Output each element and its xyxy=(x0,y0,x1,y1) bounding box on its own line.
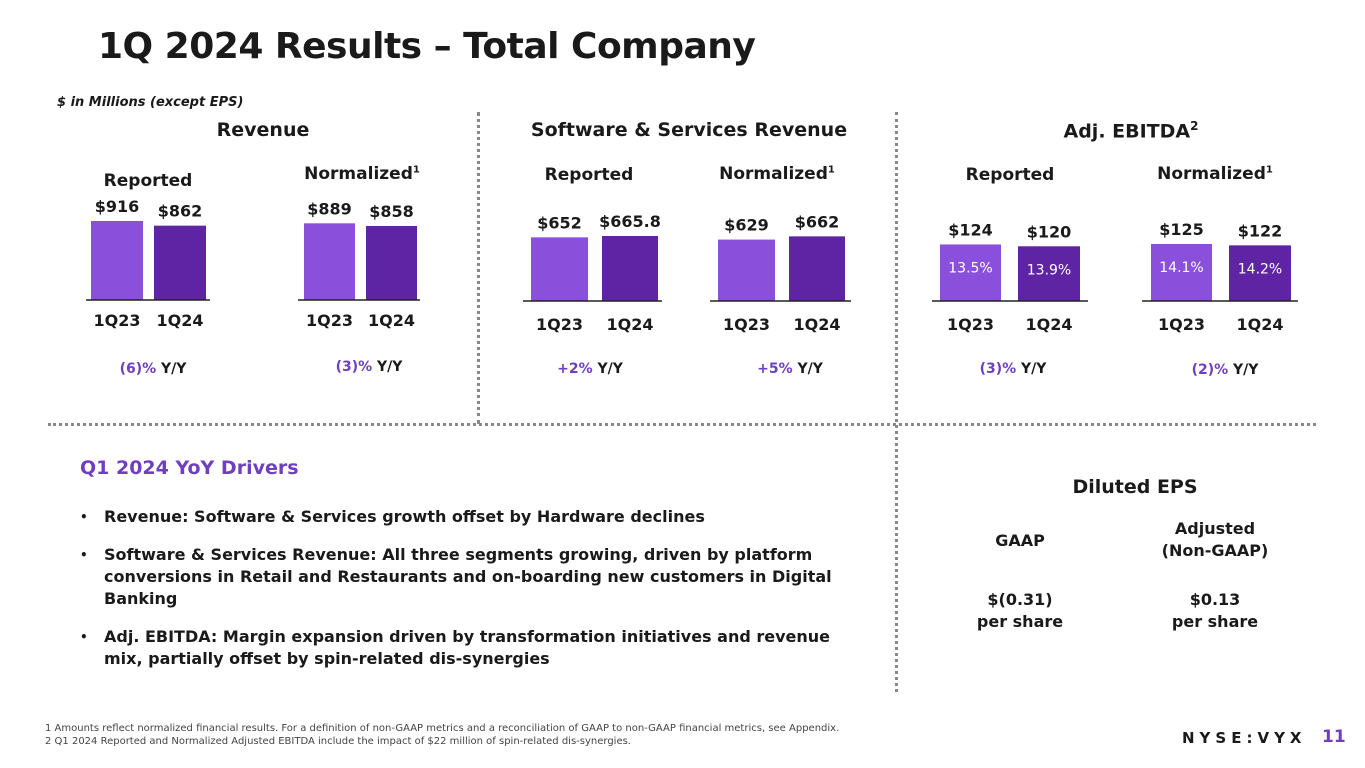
bar-1q24 xyxy=(1018,246,1080,301)
yoy-label: +2% Y/Y xyxy=(557,361,624,377)
category-label: 1Q23 xyxy=(723,315,770,334)
footnote-2: 2 Q1 2024 Reported and Normalized Adjust… xyxy=(45,736,631,747)
value-label: $916 xyxy=(95,197,140,216)
footnotes: 1 Amounts reflect normalized financial r… xyxy=(45,722,839,748)
driver-bullet-revenue: Revenue: Software & Services growth offs… xyxy=(80,506,850,528)
nyse-vyx-logo: NYSE:VYX xyxy=(1182,729,1307,747)
driver-bullet-sns: Software & Services Revenue: All three s… xyxy=(80,544,850,610)
divider-vertical-2 xyxy=(895,112,898,692)
revenue-section-title: Revenue xyxy=(216,119,310,141)
yoy-label: (3)% Y/Y xyxy=(336,359,404,375)
category-label: 1Q24 xyxy=(607,315,654,334)
margin-label: 13.9% xyxy=(1027,262,1071,278)
value-label: $124 xyxy=(948,220,993,239)
value-label: $862 xyxy=(158,202,203,221)
revenue-reported-label: Reported xyxy=(103,171,193,191)
margin-label: 14.1% xyxy=(1159,260,1203,276)
category-label: 1Q23 xyxy=(306,311,353,330)
sns-reported-label: Reported xyxy=(544,165,634,185)
bar-1q23 xyxy=(718,239,775,301)
sns-section-title: Software & Services Revenue xyxy=(530,119,848,141)
units-note: $ in Millions (except EPS) xyxy=(57,95,244,110)
category-label: 1Q24 xyxy=(1237,315,1284,334)
revenue-normalized-label: Normalized1 xyxy=(304,164,420,184)
category-label: 1Q23 xyxy=(947,315,994,334)
sns-normalized-label: Normalized1 xyxy=(719,164,835,184)
category-label: 1Q24 xyxy=(157,311,204,330)
divider-vertical-1 xyxy=(477,112,480,424)
value-label: $120 xyxy=(1027,222,1072,241)
drivers-title: Q1 2024 YoY Drivers xyxy=(80,457,299,479)
value-label: $889 xyxy=(307,199,352,218)
margin-label: 14.2% xyxy=(1238,261,1282,277)
value-label: $125 xyxy=(1159,220,1204,239)
ebitda-reported-label: Reported xyxy=(965,165,1055,185)
value-label: $122 xyxy=(1238,221,1283,240)
yoy-label: (3)% Y/Y xyxy=(980,361,1048,377)
eps-adjusted-label: Adjusted (Non-GAAP) xyxy=(1161,519,1269,560)
category-label: 1Q23 xyxy=(94,311,141,330)
category-label: 1Q23 xyxy=(536,315,583,334)
bar-1q23 xyxy=(940,244,1001,301)
driver-bullet-ebitda: Adj. EBITDA: Margin expansion driven by … xyxy=(80,626,850,670)
value-label: $665.8 xyxy=(599,212,661,231)
yoy-label: (6)% Y/Y xyxy=(120,361,188,377)
value-label: $662 xyxy=(795,212,840,231)
value-label: $652 xyxy=(537,213,582,232)
eps-title: Diluted EPS xyxy=(1072,476,1198,498)
bar-1q24 xyxy=(366,226,417,300)
page-title: 1Q 2024 Results – Total Company xyxy=(98,26,756,67)
eps-gaap-label: GAAP xyxy=(995,531,1045,550)
bar-1q24 xyxy=(602,236,658,301)
bar-1q24 xyxy=(1229,245,1291,301)
ebitda-normalized-label: Normalized1 xyxy=(1157,164,1273,184)
bar-1q24 xyxy=(789,236,845,301)
bar-1q23 xyxy=(91,221,143,300)
bar-1q24 xyxy=(154,225,206,300)
value-label: $858 xyxy=(369,202,414,221)
divider-horizontal xyxy=(48,423,1316,426)
ebitda-section-title: Adj. EBITDA2 xyxy=(1063,119,1199,143)
bar-charts: $916 1Q23 $862 1Q24 (6)% Y/Y $889 1Q23 $858 1Q24… xyxy=(86,197,1298,378)
bar-1q23 xyxy=(1151,244,1212,301)
bar-1q23 xyxy=(531,237,588,301)
page-number: 11 xyxy=(1322,727,1346,747)
category-label: 1Q24 xyxy=(368,311,415,330)
eps-adjusted-value: $0.13 per share xyxy=(1171,590,1259,631)
category-label: 1Q24 xyxy=(1026,315,1073,334)
yoy-label: +5% Y/Y xyxy=(757,361,824,377)
eps-gaap-value: $(0.31) per share xyxy=(976,590,1064,631)
margin-label: 13.5% xyxy=(948,260,992,276)
bar-1q23 xyxy=(304,223,355,300)
category-label: 1Q24 xyxy=(794,315,841,334)
value-label: $629 xyxy=(724,216,769,235)
footnote-1: 1 Amounts reflect normalized financial r… xyxy=(45,723,840,734)
drivers-list: Revenue: Software & Services growth offs… xyxy=(80,506,850,686)
category-label: 1Q23 xyxy=(1158,315,1205,334)
yoy-label: (2)% Y/Y xyxy=(1192,362,1260,378)
